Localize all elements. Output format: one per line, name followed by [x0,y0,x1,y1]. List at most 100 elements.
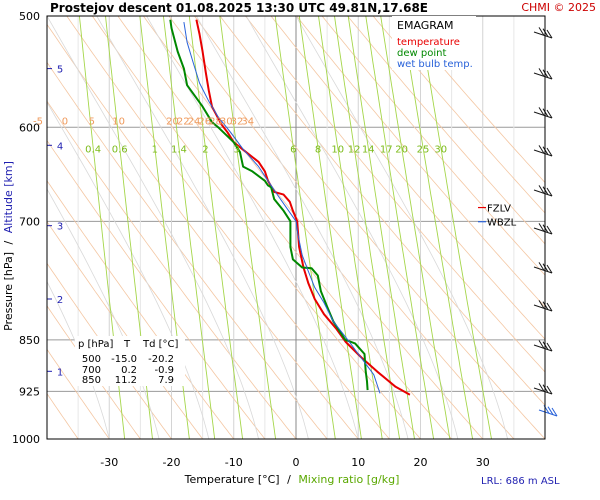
x-tick-label: -10 [225,456,243,469]
table-cell: -0.9 [154,365,174,376]
moist-adiabat [47,101,210,439]
wind-barb-feather [546,70,553,80]
dry-adiabat [347,16,545,245]
x-tick-label: -30 [100,456,118,469]
dry-adiabat [47,61,328,439]
wind-barb-feather [546,29,553,39]
wind-barb-feather [546,342,553,352]
sounding-curves [169,19,411,396]
copyright-label: CHMI © 2025 [521,1,596,14]
wind-barb-feather [538,340,545,349]
altitude-tick-label: 2 [57,295,63,306]
legend-box [392,16,476,70]
wind-barb-feather [538,27,545,36]
mixing-ratio-line [274,16,336,439]
mixing-ratio-line [298,16,362,439]
wind-barb-staff [533,72,553,80]
dry-adiabat [321,16,545,276]
wind-barb-feather [547,406,554,415]
wind-barb-feather [546,109,553,119]
mixing-ratio-line [401,16,474,439]
table-header-temperature: T [123,339,131,350]
dry-adiabat-label: 24 [188,116,201,127]
y-axis-title-separator: / [2,240,15,244]
mixing-ratio-line [380,16,451,439]
table-cell: 700 [82,365,101,376]
wind-barb-staff [533,387,553,395]
x-tick-label: -20 [163,456,181,469]
y-axis-title-pressure: Pressure [hPa] [2,252,15,331]
sounding-table: p [hPa] T Td [°C] 500 -15.0 -20.2 700 0.… [75,336,185,386]
dry-adiabat-label: 26 [198,116,211,127]
table-cell: 11.2 [115,375,137,386]
legend: EMAGRAM temperature dew point wet bulb t… [392,16,476,70]
legend-entry-wet-bulb: wet bulb temp. [397,59,473,70]
dew-point-curve [169,19,369,391]
wind-barb-feather [538,145,545,154]
dry-adiabat-label: 34 [241,116,254,127]
wind-barb-feather [538,68,545,77]
mixing-ratio-label: 8 [315,144,321,155]
mixing-ratio-label: 12 [348,144,361,155]
dry-adiabat-label: 10 [112,116,125,127]
dry-adiabat [194,16,545,439]
wind-barb-feather [551,407,558,417]
wind-barb-staff [533,344,553,352]
mixing-ratio-label: 0.6 [112,144,128,155]
moist-adiabat [295,16,508,439]
wind-barb-staff [533,304,553,312]
x-tick-label: 30 [476,456,490,469]
dry-adiabat-label: 5 [89,116,95,127]
emagram-title: EMAGRAM [397,19,454,32]
table-cell: -20.2 [148,354,174,365]
wind-barb-staff [533,111,553,119]
mixing-ratio-label: 1 [152,144,158,155]
level-label: WBZL [487,218,517,229]
y-axis-title-altitude: Altitude [km] [2,161,15,233]
dry-adiabat [296,16,545,308]
dry-adiabat [219,16,545,406]
mixing-ratio-label: 30 [434,144,447,155]
plot-frame [46,15,546,440]
wind-barb-staff [533,189,553,197]
dry-adiabat [47,23,359,439]
mixing-ratio-line [162,16,216,439]
dry-adiabat [398,16,545,184]
dry-adiabat-label: 20 [166,116,179,127]
moist-adiabat [47,16,259,439]
wind-barb-feather [546,187,553,197]
level-label: FZLV [487,204,511,215]
y-axis-title: Pressure [hPa] / Altitude [km] [2,161,15,331]
wind-barb [533,68,553,80]
altitude-tick-label: 5 [57,65,63,76]
x-tick-label: 10 [351,456,365,469]
wet-bulb-curve [183,22,381,394]
table-box [75,336,185,386]
y-tick-label: 500 [19,10,40,23]
wind-barb [533,145,553,157]
mixing-ratio-label: 1.4 [171,144,187,155]
temperature-curve [195,19,411,396]
mixing-ratio-label: 6 [290,144,296,155]
y-tick-label: 925 [19,385,40,398]
x-tick-label: 20 [414,456,428,469]
mixing-ratio-label: 17 [380,144,393,155]
mixing-ratio-label: 10 [331,144,344,155]
table-header-dewpoint: Td [°C] [142,339,179,350]
wind-barb-feather [538,185,545,194]
dry-adiabat-label: 28 [209,116,222,127]
x-axis-title-temperature: Temperature [°C] [184,473,280,486]
mixing-ratio-line [365,16,435,439]
table-cell: 7.9 [158,375,174,386]
x-axis-title: Temperature [°C] / Mixing ratio [g/kg] [184,473,400,486]
wind-barb-feather [538,223,545,232]
x-axis-title-separator: / [287,473,291,486]
wind-barb-feather [538,300,545,309]
wind-barb-feather [546,225,553,235]
dry-adiabat-label: 32 [231,116,244,127]
moist-adiabat [196,16,409,439]
table-cell: -15.0 [111,354,137,365]
altitude-tick-label: 1 [57,367,63,378]
table-header-pressure: p [hPa] [78,339,113,350]
x-axis-title-mixing-ratio: Mixing ratio [g/kg] [298,473,399,486]
